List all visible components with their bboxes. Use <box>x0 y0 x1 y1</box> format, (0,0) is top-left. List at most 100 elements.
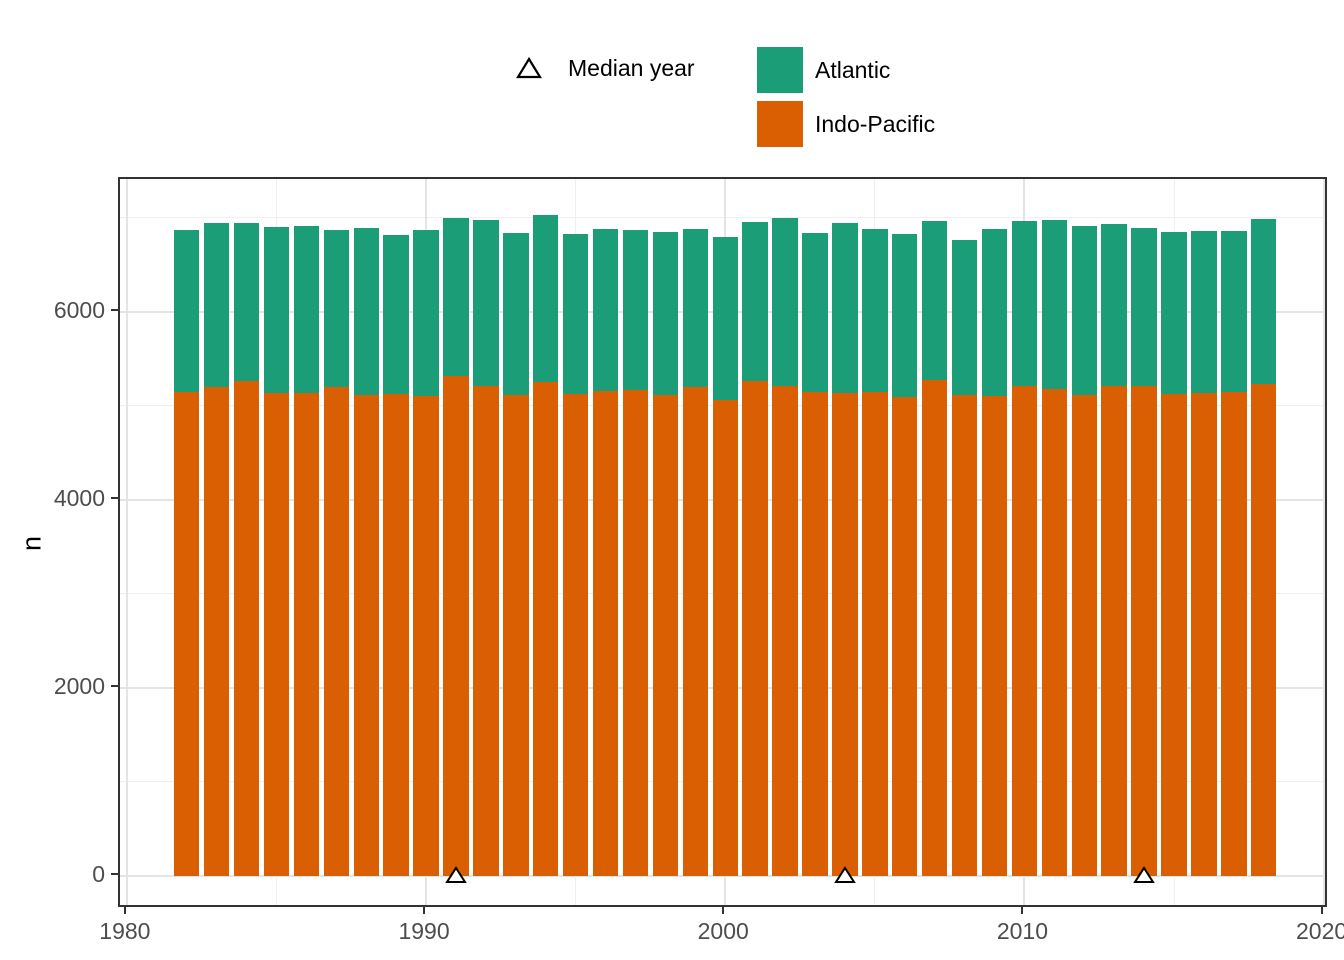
bar-segment-atlantic <box>1191 230 1217 393</box>
x-tick-mark <box>423 907 426 914</box>
gridline-major-v <box>1322 179 1325 905</box>
bar-segment-indo-pacific <box>981 396 1008 876</box>
gridline-major-h <box>120 874 1325 877</box>
bar-segment-indo-pacific <box>772 386 798 876</box>
bar-segment-indo-pacific <box>682 387 709 876</box>
bar-segment-atlantic <box>892 233 918 397</box>
bar-segment-indo-pacific <box>443 375 469 876</box>
bar-segment-indo-pacific <box>1251 383 1277 876</box>
bar-segment-indo-pacific <box>1191 392 1217 876</box>
bar-segment-atlantic <box>174 229 200 392</box>
bar-segment-atlantic <box>652 231 679 396</box>
bar-segment-atlantic <box>1071 226 1097 396</box>
legend-label-atlantic: Atlantic <box>815 57 891 83</box>
bar-segment-indo-pacific <box>862 392 888 876</box>
y-tick-mark <box>111 872 118 875</box>
legend-label-indo-pacific: Indo-Pacific <box>815 111 936 137</box>
legend-swatch-atlantic <box>757 47 803 93</box>
bar-segment-indo-pacific <box>951 395 978 876</box>
bar-segment-atlantic <box>862 229 888 393</box>
bar-segment-atlantic <box>443 217 469 376</box>
bar-segment-atlantic <box>712 236 738 401</box>
y-tick-label: 6000 <box>53 296 105 323</box>
bar-segment-indo-pacific <box>413 396 439 876</box>
bar-segment-atlantic <box>562 233 589 394</box>
bar-segment-atlantic <box>263 226 290 393</box>
y-axis-title: n <box>16 535 47 552</box>
bar-segment-indo-pacific <box>203 387 230 876</box>
bar-segment-atlantic <box>1041 220 1068 390</box>
bar-segment-indo-pacific <box>832 393 858 876</box>
bar-segment-atlantic <box>1131 228 1157 386</box>
bar-segment-atlantic <box>1011 221 1038 387</box>
median-year-marker <box>834 866 856 883</box>
gridline-minor-h <box>120 217 1325 219</box>
bar-segment-indo-pacific <box>263 392 290 876</box>
x-tick-mark <box>123 907 126 914</box>
gridline-major-v <box>125 179 128 905</box>
bar-segment-indo-pacific <box>742 381 768 876</box>
bar-segment-indo-pacific <box>921 379 948 876</box>
bar-segment-indo-pacific <box>1161 393 1187 876</box>
y-tick-mark <box>111 684 118 687</box>
bar-segment-atlantic <box>742 221 768 382</box>
x-tick-mark <box>1021 907 1024 914</box>
median-year-marker <box>445 866 467 883</box>
bar-segment-indo-pacific <box>652 395 679 876</box>
x-tick-mark <box>722 907 725 914</box>
bar-segment-atlantic <box>1251 219 1277 384</box>
bar-segment-atlantic <box>323 229 350 388</box>
x-tick-label: 2020 <box>1296 918 1344 944</box>
bar-segment-indo-pacific <box>562 393 589 876</box>
bar-segment-indo-pacific <box>233 381 260 876</box>
bar-segment-indo-pacific <box>1041 389 1068 876</box>
bar-segment-atlantic <box>1161 231 1187 394</box>
bar-segment-indo-pacific <box>473 386 499 876</box>
legend-label-median-year: Median year <box>568 55 695 81</box>
median-year-triangle-icon <box>516 57 542 79</box>
legend-swatch-indo-pacific <box>757 101 803 147</box>
y-tick-mark <box>111 308 118 311</box>
bar-segment-indo-pacific <box>174 391 200 876</box>
bar-segment-indo-pacific <box>323 387 350 876</box>
x-tick-label: 1980 <box>99 918 151 944</box>
x-tick-label: 2010 <box>996 918 1048 944</box>
y-tick-mark <box>111 496 118 499</box>
bar-segment-indo-pacific <box>1221 391 1247 876</box>
bar-segment-indo-pacific <box>503 394 529 876</box>
plot-panel <box>118 177 1327 907</box>
bar-segment-atlantic <box>622 230 649 390</box>
bar-segment-atlantic <box>1221 230 1247 392</box>
bar-segment-atlantic <box>503 233 529 395</box>
x-tick-mark <box>1320 907 1323 914</box>
bar-segment-atlantic <box>1101 223 1127 387</box>
bar-segment-atlantic <box>682 229 709 388</box>
bar-segment-indo-pacific <box>383 394 409 876</box>
bar-segment-atlantic <box>203 223 230 388</box>
bar-segment-indo-pacific <box>533 382 559 876</box>
bar-segment-atlantic <box>802 233 828 393</box>
bar-segment-indo-pacific <box>802 392 828 876</box>
bar-segment-atlantic <box>921 220 948 380</box>
y-tick-label: 0 <box>92 860 105 887</box>
bar-segment-atlantic <box>233 222 260 382</box>
bar-segment-atlantic <box>383 234 409 395</box>
bar-segment-indo-pacific <box>353 395 379 876</box>
bar-segment-atlantic <box>293 225 320 394</box>
bar-segment-atlantic <box>592 228 619 392</box>
bar-segment-indo-pacific <box>712 400 738 876</box>
y-tick-label: 4000 <box>53 484 105 511</box>
bar-segment-indo-pacific <box>1101 386 1127 876</box>
bar-segment-atlantic <box>413 229 439 397</box>
bar-segment-indo-pacific <box>592 391 619 876</box>
bar-segment-atlantic <box>772 218 798 387</box>
bar-segment-indo-pacific <box>622 389 649 876</box>
bar-segment-indo-pacific <box>1071 395 1097 876</box>
bar-segment-indo-pacific <box>293 393 320 876</box>
bar-segment-atlantic <box>473 220 499 387</box>
bar-segment-indo-pacific <box>1011 386 1038 876</box>
y-tick-label: 2000 <box>53 672 105 699</box>
bar-segment-atlantic <box>353 227 379 396</box>
bar-segment-atlantic <box>832 223 858 394</box>
